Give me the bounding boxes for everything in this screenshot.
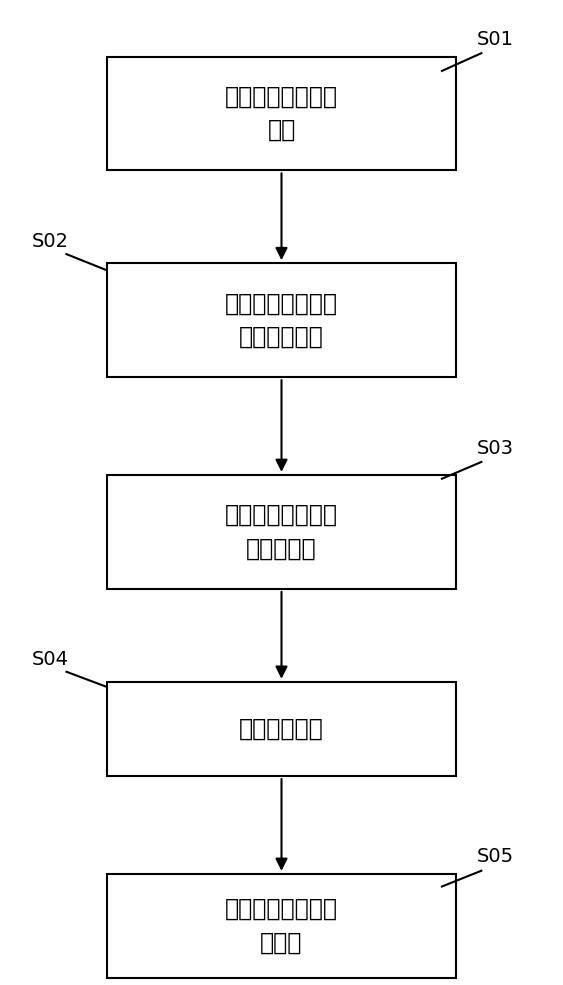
Text: S02: S02 <box>32 231 69 251</box>
Bar <box>107 475 456 588</box>
Bar <box>107 263 456 376</box>
Bar <box>107 682 456 776</box>
Text: 构建多尺度混合卷
积神经模块: 构建多尺度混合卷 积神经模块 <box>225 503 338 560</box>
Text: 运动想象脑电信号
采集: 运动想象脑电信号 采集 <box>225 85 338 142</box>
Text: S03: S03 <box>477 438 514 458</box>
Text: S01: S01 <box>477 30 514 49</box>
Bar <box>107 56 456 169</box>
Text: S05: S05 <box>477 847 514 867</box>
Text: S04: S04 <box>32 650 69 670</box>
Bar <box>107 875 456 977</box>
Text: 输入测试集测试模
型性能: 输入测试集测试模 型性能 <box>225 897 338 954</box>
Text: 构建分类模块: 构建分类模块 <box>239 717 324 741</box>
Text: 对运动想象脑电数
据进行预处理: 对运动想象脑电数 据进行预处理 <box>225 292 338 349</box>
